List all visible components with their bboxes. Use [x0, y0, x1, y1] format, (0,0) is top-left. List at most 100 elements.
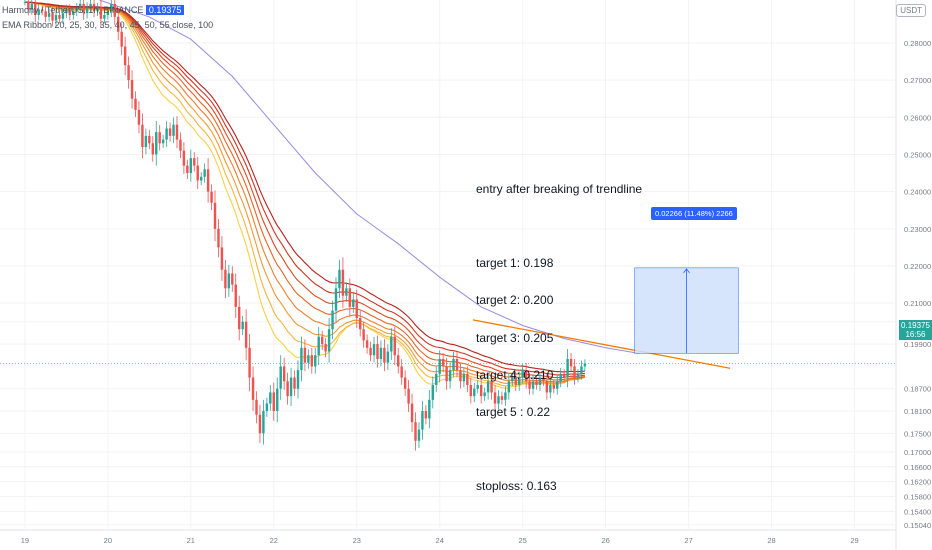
candle-body: [258, 414, 262, 434]
candle-body: [486, 381, 490, 393]
candle: [441, 353, 445, 373]
candle-body: [40, 9, 44, 12]
price-tick-label: 0.27000: [904, 76, 931, 85]
candle: [220, 236, 224, 281]
candle-body: [251, 377, 255, 400]
candle: [452, 351, 455, 378]
candle: [417, 422, 421, 449]
candle-body: [376, 344, 379, 359]
ohlc-badge: 0.19375: [145, 5, 185, 15]
candle: [324, 338, 327, 358]
candle-body: [403, 377, 407, 389]
candle: [151, 136, 154, 162]
candle-body: [134, 98, 137, 110]
candle-body: [348, 288, 352, 307]
candle: [528, 375, 531, 395]
trade-annotation[interactable]: entry after breaking of trendline target…: [476, 158, 642, 505]
candle: [227, 264, 231, 297]
price-tick-label: 0.21000: [904, 299, 931, 308]
candle: [72, 6, 75, 20]
candle-body: [469, 384, 473, 397]
candle: [231, 266, 234, 292]
candle: [445, 357, 448, 390]
candle: [85, 2, 89, 19]
candle: [358, 310, 362, 337]
price-tick-label: 0.25000: [904, 150, 931, 159]
candle-body: [78, 3, 82, 8]
candle: [165, 121, 168, 147]
candle: [258, 404, 262, 444]
candle: [393, 326, 396, 366]
annotation-line: target 4: 0.210: [476, 367, 554, 382]
candle-body: [206, 169, 210, 192]
measure-label[interactable]: 0.02266 (11.48%) 2266: [651, 207, 737, 220]
candle-body: [68, 9, 72, 16]
candle: [300, 336, 303, 382]
candle-body: [106, 11, 110, 16]
candle: [473, 382, 476, 403]
candle: [580, 360, 583, 380]
candle-body: [552, 384, 555, 389]
candle: [158, 124, 161, 151]
candle-body: [497, 396, 500, 404]
candle-body: [47, 13, 51, 17]
candle-body: [224, 269, 227, 289]
candle: [65, 4, 68, 18]
currency-button[interactable]: USDT: [896, 4, 926, 17]
indicator-title[interactable]: EMA Ribbon 20, 25, 30, 35, 40, 45, 50, 5…: [2, 20, 214, 30]
candle-body: [448, 370, 452, 382]
candle: [514, 371, 517, 391]
time-tick-label: 24: [436, 536, 444, 545]
candle-body: [241, 321, 244, 330]
candle: [262, 399, 265, 445]
candle: [403, 370, 407, 396]
candle-body: [331, 310, 334, 330]
candle: [438, 350, 441, 383]
candle-body: [531, 381, 535, 389]
legend-indicator-row[interactable]: EMA Ribbon 20, 25, 30, 35, 40, 45, 50, 5…: [2, 20, 213, 30]
candle: [320, 330, 324, 351]
candle-body: [144, 135, 148, 148]
candle-body: [518, 377, 521, 385]
candle-body: [320, 336, 324, 345]
candle-body: [317, 336, 320, 356]
candle-body: [334, 288, 338, 311]
candle-body: [137, 109, 141, 125]
candle-body: [238, 306, 241, 330]
candle-body: [92, 3, 96, 12]
candle-body: [89, 3, 92, 8]
candle: [310, 347, 314, 374]
candle-body: [279, 366, 282, 389]
annotation-line: [476, 443, 642, 455]
candle-body: [227, 273, 231, 289]
candle: [490, 374, 493, 400]
candle-body: [352, 299, 355, 307]
candle: [334, 277, 338, 322]
candle: [531, 375, 535, 395]
candle-body: [293, 377, 296, 389]
time-tick-label: 29: [850, 536, 858, 545]
candle: [500, 391, 504, 405]
candle: [542, 372, 545, 386]
candle-body: [493, 392, 497, 404]
price-tick-label: 0.26000: [904, 113, 931, 122]
candle: [397, 347, 400, 374]
candle-body: [327, 329, 331, 352]
candle: [421, 401, 424, 440]
arrow-up-icon: [683, 268, 690, 274]
symbol-title[interactable]: Harmony / TetherUS, 1h, BINANCE: [2, 5, 144, 15]
candle: [61, 7, 65, 25]
candle: [362, 321, 365, 348]
candle-body: [504, 392, 507, 400]
candle-body: [110, 3, 113, 12]
candle: [172, 117, 175, 144]
candle-body: [569, 358, 573, 367]
candle: [210, 184, 213, 211]
price-tick-label: 0.18700: [904, 385, 931, 394]
time-tick-label: 25: [518, 536, 526, 545]
candle: [130, 70, 134, 109]
time-tick-label: 22: [270, 536, 278, 545]
candle-body: [182, 150, 186, 166]
candle: [127, 56, 130, 89]
